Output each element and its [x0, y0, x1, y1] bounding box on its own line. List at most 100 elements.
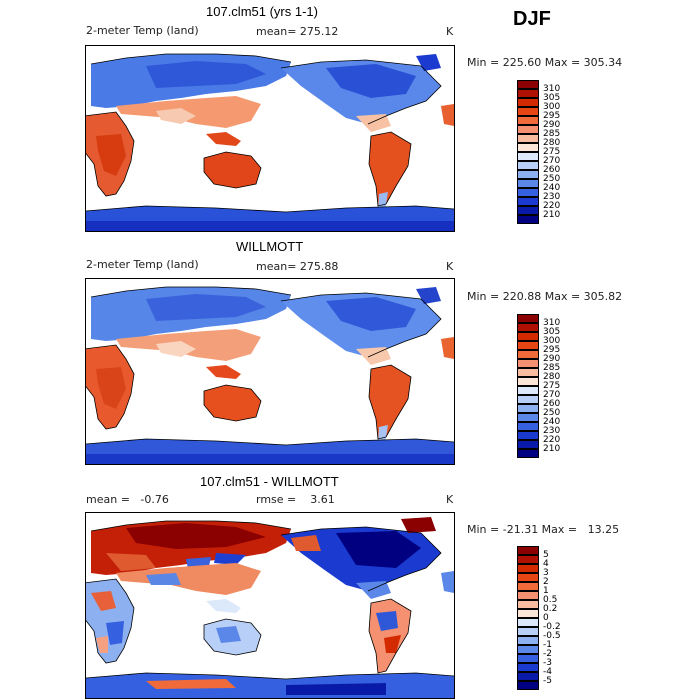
colorbar-swatch — [517, 395, 539, 404]
colorbar-swatch — [517, 89, 539, 98]
colorbar-label: 260 — [543, 399, 561, 409]
panel3-minmax: Min = -21.31 Max = 13.25 — [467, 523, 620, 536]
colorbar-label: 210 — [543, 210, 561, 220]
colorbar-swatch — [517, 152, 539, 161]
colorbar-label: -2 — [543, 649, 552, 659]
colorbar-swatch — [517, 431, 539, 440]
colorbar-label: 270 — [543, 390, 561, 400]
colorbar-swatch — [517, 134, 539, 143]
south-america — [369, 132, 411, 206]
colorbar-swatch — [517, 449, 539, 458]
panel1-map-svg — [86, 53, 454, 231]
colorbar-swatch — [517, 546, 539, 555]
colorbar-swatch — [517, 404, 539, 413]
panel1-mean: mean= 275.12 — [256, 25, 339, 38]
australia — [204, 152, 261, 188]
colorbar-swatch — [517, 663, 539, 672]
panel1-units: K — [446, 25, 454, 38]
panel2-mean: mean= 275.88 — [256, 260, 339, 273]
colorbar-swatch — [517, 413, 539, 422]
colorbar-swatch — [517, 672, 539, 681]
panel1-minmax: Min = 225.60 Max = 305.34 — [467, 56, 623, 69]
panel3-title: 107.clm51 - WILLMOTT — [200, 474, 339, 489]
colorbar-swatch — [517, 116, 539, 125]
colorbar-label: 285 — [543, 363, 561, 373]
colorbar-label: 0.5 — [543, 595, 558, 605]
colorbar-label: 290 — [543, 120, 561, 130]
panel1-title: 107.clm51 (yrs 1-1) — [206, 4, 318, 19]
colorbar-label: 220 — [543, 201, 561, 211]
colorbar-swatch — [517, 161, 539, 170]
colorbar-swatch — [517, 591, 539, 600]
panel3-mean: mean = -0.76 — [86, 493, 169, 506]
colorbar-label: 300 — [543, 102, 561, 112]
panel1-map — [85, 45, 455, 232]
colorbar-label: 280 — [543, 372, 561, 382]
colorbar-label: 305 — [543, 93, 561, 103]
colorbar-label: 275 — [543, 381, 561, 391]
colorbar-label: 305 — [543, 327, 561, 337]
colorbar-swatch — [517, 80, 539, 89]
colorbar-label: 3 — [543, 568, 549, 578]
colorbar-swatch — [517, 215, 539, 224]
colorbar-swatch — [517, 197, 539, 206]
colorbar-label: 280 — [543, 138, 561, 148]
panel2-variable: 2-meter Temp (land) — [86, 258, 199, 271]
colorbar-label: -0.5 — [543, 631, 561, 641]
colorbar-label: 240 — [543, 183, 561, 193]
colorbar-swatch — [517, 143, 539, 152]
colorbar-label: 250 — [543, 408, 561, 418]
colorbar-label: 5 — [543, 550, 549, 560]
colorbar-swatch — [517, 386, 539, 395]
colorbar-swatch — [517, 645, 539, 654]
panel1-variable: 2-meter Temp (land) — [86, 24, 199, 37]
colorbar-label: -1 — [543, 640, 552, 650]
colorbar-swatch — [517, 368, 539, 377]
colorbar-swatch — [517, 377, 539, 386]
colorbar-swatch — [517, 188, 539, 197]
colorbar-label: 300 — [543, 336, 561, 346]
colorbar-label: 1 — [543, 586, 549, 596]
colorbar-swatch — [517, 350, 539, 359]
colorbar-swatch — [517, 600, 539, 609]
colorbar-label: 295 — [543, 111, 561, 121]
colorbar-swatch — [517, 98, 539, 107]
colorbar-label: 250 — [543, 174, 561, 184]
colorbar-swatch — [517, 440, 539, 449]
panel3-map-svg — [86, 517, 454, 698]
panel2-map — [85, 278, 455, 465]
colorbar-swatch — [517, 627, 539, 636]
colorbar-label: -0.2 — [543, 622, 561, 632]
colorbar-swatch — [517, 170, 539, 179]
colorbar-label: -3 — [543, 658, 552, 668]
panel2-units: K — [446, 260, 454, 273]
season-label: DJF — [513, 8, 551, 30]
colorbar-label: 230 — [543, 192, 561, 202]
colorbar-label: 270 — [543, 156, 561, 166]
colorbar-label: 310 — [543, 318, 561, 328]
colorbar-swatch — [517, 359, 539, 368]
colorbar-swatch — [517, 573, 539, 582]
colorbar-label: 210 — [543, 444, 561, 454]
colorbar-label: 260 — [543, 165, 561, 175]
colorbar-swatch — [517, 582, 539, 591]
colorbar-swatch — [517, 555, 539, 564]
colorbar-swatch — [517, 341, 539, 350]
colorbar-label: 2 — [543, 577, 549, 587]
panel3-map — [85, 512, 455, 699]
colorbar-label: 230 — [543, 426, 561, 436]
colorbar-label: 0 — [543, 613, 549, 623]
colorbar-swatch — [517, 125, 539, 134]
colorbar-swatch — [517, 332, 539, 341]
colorbar-label: -5 — [543, 676, 552, 686]
colorbar-swatch — [517, 636, 539, 645]
colorbar-swatch — [517, 206, 539, 215]
colorbar-label: 285 — [543, 129, 561, 139]
colorbar-swatch — [517, 681, 539, 690]
colorbar-swatch — [517, 314, 539, 323]
panel3-units: K — [446, 493, 454, 506]
colorbar-swatch — [517, 323, 539, 332]
colorbar-swatch — [517, 618, 539, 627]
colorbar-swatch — [517, 422, 539, 431]
colorbar-label: 220 — [543, 435, 561, 445]
